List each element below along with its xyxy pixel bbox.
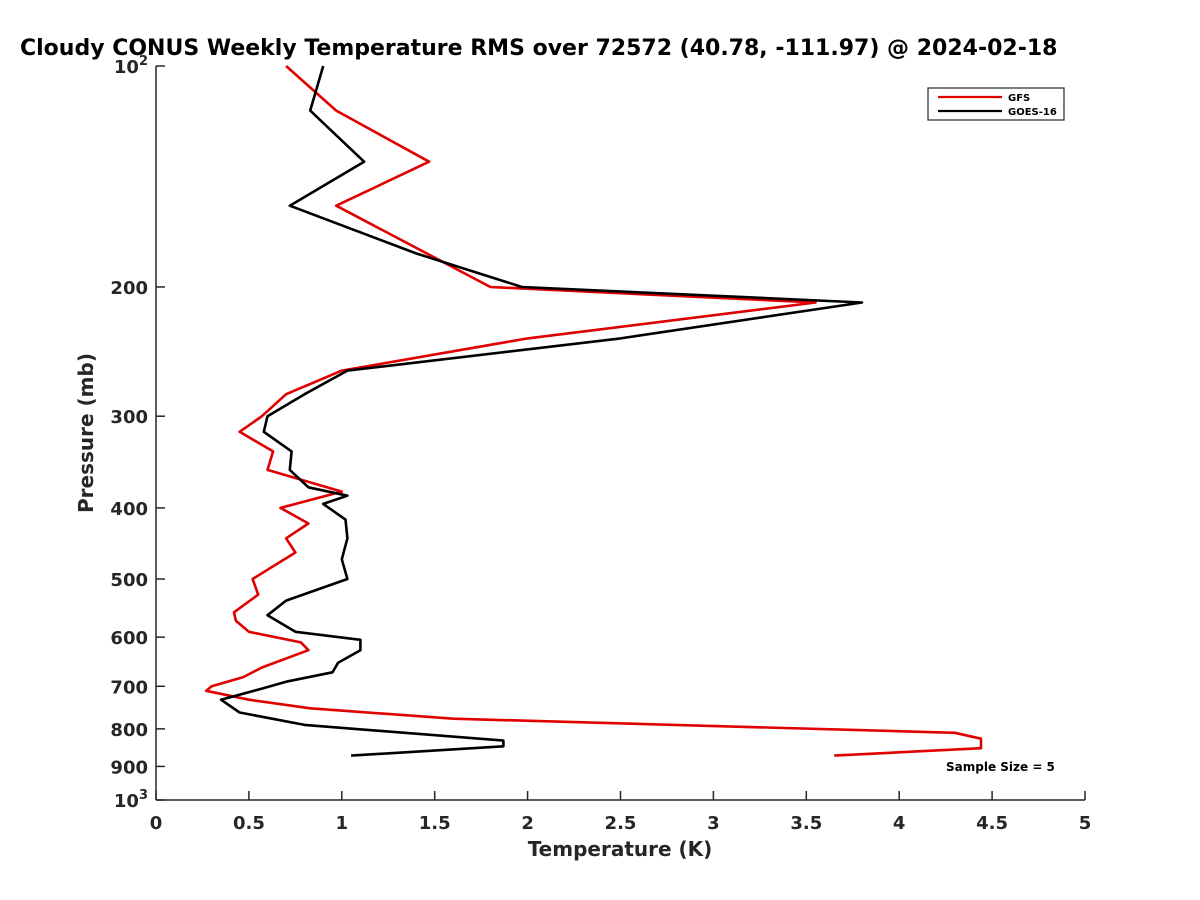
x-tick-label: 4.5 [976, 813, 1008, 834]
legend: GFS GOES-16 [927, 87, 1065, 121]
x-tick-label: 3 [707, 813, 720, 834]
plot-area [204, 65, 983, 757]
y-tick-label: 102 [114, 54, 148, 78]
legend-box [927, 87, 1065, 121]
y-axis-label: Pressure (mb) [74, 353, 98, 513]
x-tick-label: 2.5 [605, 813, 637, 834]
series-line-gfs [204, 65, 983, 757]
y-tick-label: 500 [110, 570, 148, 591]
x-tick-label: 3.5 [790, 813, 822, 834]
x-tick-label: 2 [521, 813, 534, 834]
y-tick-label: 400 [110, 499, 148, 520]
legend-gfs-label: GFS [1008, 93, 1030, 104]
y-tick-label: 600 [110, 628, 148, 649]
x-axis-label: Temperature (K) [528, 837, 713, 861]
chart-title: Cloudy CONUS Weekly Temperature RMS over… [20, 36, 1057, 61]
y-tick-label: 800 [110, 720, 148, 741]
x-tick-label: 1 [336, 813, 349, 834]
y-tick-label: 900 [110, 757, 148, 778]
x-tick-label: 5 [1079, 813, 1092, 834]
y-tick-label: 200 [110, 278, 148, 299]
x-tick-label: 0.5 [233, 813, 265, 834]
x-ticks: 0 0.5 1 1.5 2 2.5 3 3.5 4 4.5 5 [150, 791, 1092, 834]
y-tick-label: 300 [110, 407, 148, 428]
x-tick-label: 4 [893, 813, 906, 834]
legend-goes16-label: GOES-16 [1008, 107, 1057, 118]
series-line-goes16 [219, 65, 864, 757]
y-ticks: 102 200 300 400 500 600 700 800 900 103 [110, 54, 165, 812]
x-tick-label: 0 [150, 813, 163, 834]
y-tick-label: 700 [110, 677, 148, 698]
sample-size-annotation: Sample Size = 5 [946, 760, 1055, 774]
y-tick-label: 103 [114, 788, 148, 812]
x-tick-label: 1.5 [419, 813, 451, 834]
